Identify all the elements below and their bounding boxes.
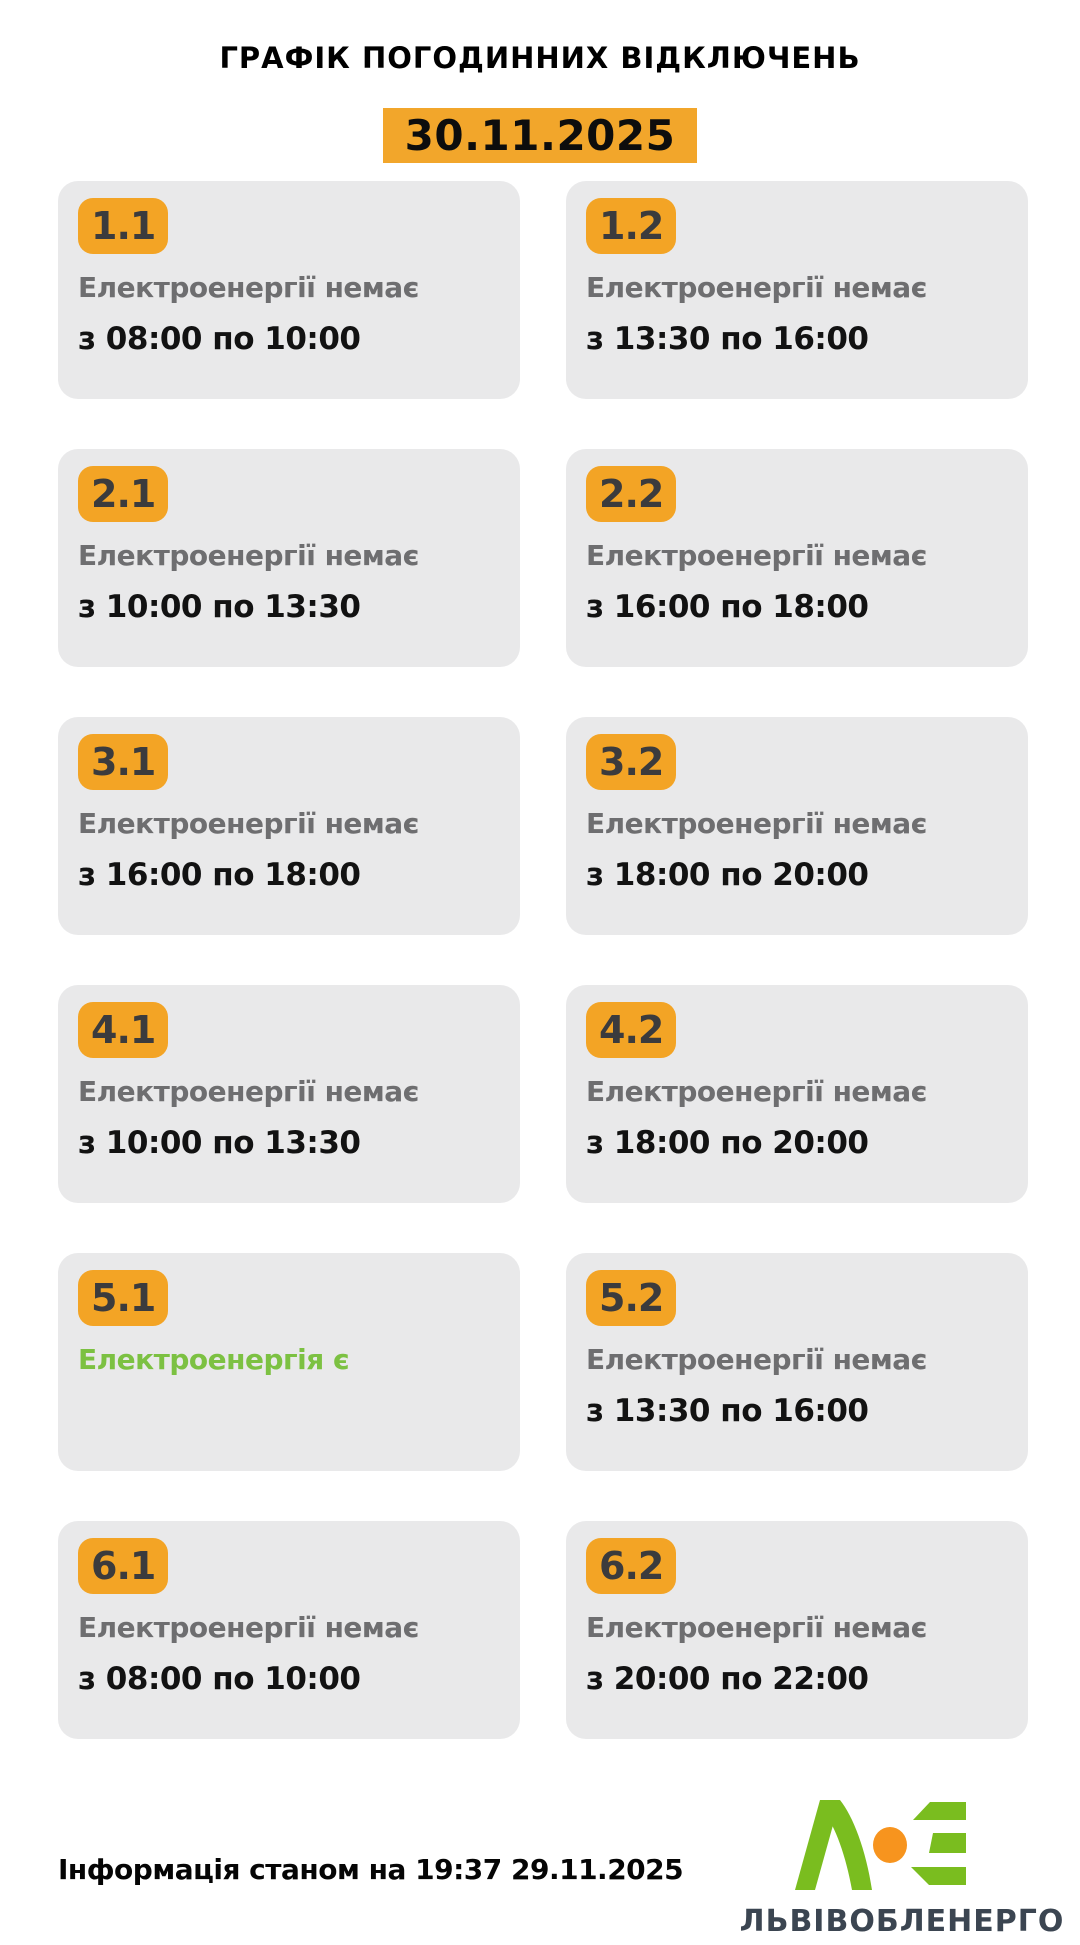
page-title: ГРАФІК ПОГОДИННИХ ВІДКЛЮЧЕНЬ — [219, 41, 861, 75]
schedule-card: 6.1 Електроенергії немає з 08:00 по 10:00 — [58, 1521, 520, 1739]
power-status: Електроенергії немає — [586, 1343, 927, 1376]
date-row: 30.11.2025 — [0, 108, 1080, 163]
outage-time-range: з 10:00 по 13:30 — [78, 589, 361, 625]
outage-time-range: з 13:30 по 16:00 — [586, 321, 869, 357]
schedule-card: 6.2 Електроенергії немає з 20:00 по 22:00 — [566, 1521, 1028, 1739]
brand-name: ЛЬВІВОБЛЕНЕРГО — [739, 1904, 1065, 1939]
schedule-card: 1.1 Електроенергії немає з 08:00 по 10:00 — [58, 181, 520, 399]
outage-time-range: з 18:00 по 20:00 — [586, 857, 869, 893]
group-badge: 4.2 — [586, 1002, 677, 1058]
schedule-card: 4.1 Електроенергії немає з 10:00 по 13:30 — [58, 985, 520, 1203]
outage-time-range: з 18:00 по 20:00 — [586, 1125, 869, 1161]
power-status: Електроенергії немає — [586, 271, 927, 304]
outage-time-range: з 20:00 по 22:00 — [586, 1661, 869, 1697]
outage-time-range: з 16:00 по 18:00 — [586, 589, 869, 625]
power-status: Електроенергії немає — [586, 539, 927, 572]
power-status: Електроенергії немає — [586, 1075, 927, 1108]
group-badge: 1.2 — [586, 198, 677, 254]
outage-time-range: з 13:30 по 16:00 — [586, 1393, 869, 1429]
power-status: Електроенергії немає — [78, 539, 419, 572]
outage-time-range: з 10:00 по 13:30 — [78, 1125, 361, 1161]
outage-time-range: з 08:00 по 10:00 — [78, 1661, 361, 1697]
group-badge: 2.2 — [586, 466, 677, 522]
group-badge: 3.2 — [586, 734, 677, 790]
power-status: Електроенергія є — [78, 1343, 350, 1376]
schedule-card: 3.1 Електроенергії немає з 16:00 по 18:00 — [58, 717, 520, 935]
schedule-grid: 1.1 Електроенергії немає з 08:00 по 10:00 1… — [58, 181, 1028, 1739]
schedule-card: 4.2 Електроенергії немає з 18:00 по 20:00 — [566, 985, 1028, 1203]
power-status: Електроенергії немає — [78, 1611, 419, 1644]
group-badge: 5.2 — [586, 1270, 677, 1326]
schedule-card: 2.1 Електроенергії немає з 10:00 по 13:30 — [58, 449, 520, 667]
power-status: Електроенергії немає — [78, 271, 419, 304]
power-status: Електроенергії немає — [586, 1611, 927, 1644]
group-badge: 6.2 — [586, 1538, 677, 1594]
outage-time-range: з 16:00 по 18:00 — [78, 857, 361, 893]
lvivoblenergo-logo-icon — [795, 1800, 966, 1890]
power-status: Електроенергії немає — [586, 807, 927, 840]
group-badge: 1.1 — [78, 198, 169, 254]
schedule-card: 3.2 Електроенергії немає з 18:00 по 20:00 — [566, 717, 1028, 935]
schedule-card: 2.2 Електроенергії немає з 16:00 по 18:00 — [566, 449, 1028, 667]
group-badge: 3.1 — [78, 734, 169, 790]
date-badge: 30.11.2025 — [382, 108, 698, 163]
brand-logo: ЛЬВІВОБЛЕНЕРГО — [727, 1800, 1077, 1939]
schedule-card: 5.1 Електроенергія є — [58, 1253, 520, 1471]
schedule-card: 1.2 Електроенергії немає з 13:30 по 16:00 — [566, 181, 1028, 399]
updated-timestamp: Інформація станом на 19:37 29.11.2025 — [58, 1853, 684, 1886]
schedule-card: 5.2 Електроенергії немає з 13:30 по 16:00 — [566, 1253, 1028, 1471]
outage-time-range: з 08:00 по 10:00 — [78, 321, 361, 357]
power-status: Електроенергії немає — [78, 807, 419, 840]
group-badge: 6.1 — [78, 1538, 169, 1594]
group-badge: 2.1 — [78, 466, 169, 522]
group-badge: 5.1 — [78, 1270, 169, 1326]
group-badge: 4.1 — [78, 1002, 169, 1058]
power-status: Електроенергії немає — [78, 1075, 419, 1108]
